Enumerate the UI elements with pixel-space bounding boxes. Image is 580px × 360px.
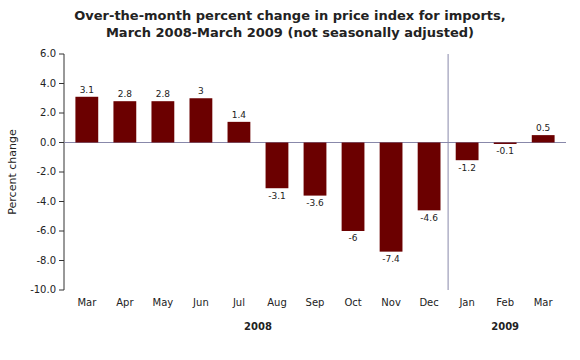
bar — [456, 143, 479, 161]
year-label: 2008 — [244, 321, 272, 332]
x-tick-label: Jun — [192, 297, 209, 308]
y-tick-label: -10.0 — [30, 284, 56, 295]
data-label: -3.1 — [268, 191, 286, 201]
x-tick-label: Dec — [419, 297, 438, 308]
y-tick — [59, 290, 64, 291]
x-tick-label: Feb — [496, 297, 514, 308]
y-tick-label: 6.0 — [40, 48, 56, 59]
y-tick-label: 0.0 — [40, 137, 56, 148]
data-label: -0.1 — [496, 146, 514, 156]
data-label: 3.1 — [80, 85, 94, 95]
x-tick-label: May — [153, 297, 174, 308]
data-label: -4.6 — [420, 213, 438, 223]
bar — [532, 135, 555, 142]
y-tick-label: -8.0 — [36, 255, 56, 266]
data-label: -1.2 — [458, 163, 476, 173]
bar — [113, 101, 136, 142]
y-tick-label: -6.0 — [36, 225, 56, 236]
chart-svg: Over-the-month percent change in price i… — [0, 0, 580, 360]
bar — [190, 98, 213, 142]
bar — [494, 143, 517, 144]
x-tick-label: Jan — [458, 297, 474, 308]
x-tick-label: Sep — [306, 297, 325, 308]
y-tick — [59, 260, 64, 261]
data-label: 1.4 — [232, 110, 247, 120]
bar — [304, 143, 327, 196]
data-label: -6 — [349, 233, 358, 243]
y-tick — [59, 172, 64, 173]
x-tick-label: Jul — [232, 297, 245, 308]
y-tick — [59, 83, 64, 84]
y-tick-label: 2.0 — [40, 107, 56, 118]
y-axis-label: Percent change — [6, 129, 19, 215]
title-line: March 2008-March 2009 (not seasonally ad… — [106, 25, 474, 40]
bar — [380, 143, 403, 252]
bar — [342, 143, 365, 232]
x-tick-label: Aug — [267, 297, 287, 308]
x-tick-label: Oct — [344, 297, 361, 308]
chart-container: Over-the-month percent change in price i… — [0, 0, 580, 360]
year-divider — [448, 54, 449, 290]
x-tick-label: Nov — [381, 297, 401, 308]
y-tick — [59, 142, 64, 143]
y-tick — [59, 231, 64, 232]
y-tick-label: -4.0 — [36, 196, 56, 207]
x-tick-label: Mar — [77, 297, 97, 308]
data-label: 3 — [198, 86, 204, 96]
bar — [418, 143, 441, 211]
bar — [151, 101, 174, 142]
x-tick-label: Apr — [116, 297, 134, 308]
data-label: 0.5 — [536, 123, 550, 133]
chart-title: Over-the-month percent change in price i… — [74, 8, 506, 40]
data-label: -3.6 — [306, 198, 324, 208]
bar — [266, 143, 289, 189]
bar — [228, 122, 251, 143]
bar — [75, 97, 98, 143]
data-label: 2.8 — [156, 89, 171, 99]
y-tick-label: 4.0 — [40, 78, 56, 89]
bars — [75, 97, 554, 252]
title-line: Over-the-month percent change in price i… — [74, 8, 506, 23]
y-tick — [59, 201, 64, 202]
y-tick-label: -2.0 — [36, 166, 56, 177]
year-label: 2009 — [491, 321, 519, 332]
x-tick-label: Mar — [534, 297, 554, 308]
y-tick — [59, 54, 64, 55]
y-tick — [59, 113, 64, 114]
data-label: -7.4 — [382, 254, 400, 264]
data-label: 2.8 — [118, 89, 133, 99]
